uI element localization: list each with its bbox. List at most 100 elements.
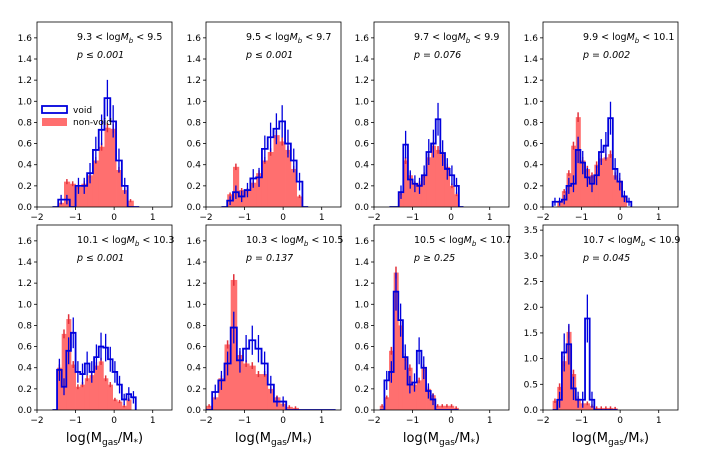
nonvoid-bar — [403, 160, 409, 207]
y-tick-label: 1.2 — [524, 76, 538, 86]
nonvoid-bar — [552, 400, 558, 410]
nonvoid-bar — [110, 128, 117, 207]
nonvoid-bar — [127, 200, 134, 207]
y-tick-label: 0.4 — [524, 161, 539, 171]
nonvoid-bar — [431, 145, 437, 207]
y-tick-label: 1.4 — [355, 258, 370, 268]
mass-symbol: < — [470, 32, 484, 43]
x-axis-label: log(Mgas/M*) — [572, 431, 649, 448]
mass-upper: 10.5 — [322, 235, 343, 246]
mass-upper: 10.1 — [653, 32, 674, 43]
nonvoid-bar — [117, 401, 123, 410]
nonvoid-bar — [112, 399, 118, 410]
x-tick-label: −2 — [367, 213, 380, 223]
nonvoid-bar — [398, 325, 404, 410]
nonvoid-bar — [290, 168, 298, 207]
mass-upper: 9.5 — [147, 32, 162, 43]
y-tick-label: 3.5 — [524, 226, 538, 236]
panel-3: 0.0 0.2 0.4 0.6 0.8 1.0 1.2 1.4 1.6 −2 −1 0 1 9.7 < l… — [355, 21, 510, 223]
nonvoid-bar — [64, 181, 71, 207]
panel-4: 0.0 0.2 0.4 0.6 0.8 1.0 1.2 1.4 1.6 −2 −1 0 1 9.9 < l… — [524, 21, 679, 223]
x-tick-label: −2 — [199, 213, 212, 223]
mass-var: M — [127, 235, 135, 246]
xlabel-tail: /M — [287, 431, 303, 446]
nonvoid-bar — [98, 361, 104, 410]
nonvoid-bar — [393, 272, 399, 410]
nonvoid-bar — [589, 405, 595, 410]
y-tick-label: 0.0 — [187, 203, 202, 213]
mass-symbol: < — [139, 235, 153, 246]
nonvoid-bar — [273, 135, 280, 207]
panel-5: 0.0 0.2 0.4 0.6 0.8 1.0 1.2 1.4 1.6 −2 −1 0 1 10.1 < … — [18, 224, 174, 448]
mass-symbol: < — [639, 32, 653, 43]
y-tick-label: 0.2 — [355, 182, 369, 192]
y-tick-label: 0.2 — [187, 182, 201, 192]
x-tick-label: −1 — [575, 213, 588, 223]
nonvoid-bar — [89, 375, 95, 410]
y-tick-label: 0.4 — [18, 161, 33, 171]
void-step — [552, 317, 618, 410]
x-tick-label: 1 — [487, 213, 493, 223]
x-tick-label: 0 — [448, 416, 454, 426]
nonvoid-bar — [206, 405, 213, 410]
axes-frame — [205, 224, 342, 411]
mass-lower: 10.3 — [246, 235, 267, 246]
nonvoid-bar — [426, 157, 432, 207]
xlabel-sub: gas — [439, 438, 455, 448]
y-tick-label: 1.4 — [524, 55, 539, 65]
panel-8: 0.0 0.5 1.0 1.5 2.0 2.5 3.0 3.5 −2 −1 0 1 10.7 < log… — [524, 224, 680, 448]
y-tick-label: 0.6 — [355, 343, 370, 353]
mass-symbol: < — [476, 235, 490, 246]
x-tick-label: 0 — [111, 213, 117, 223]
x-tick-label: −2 — [199, 416, 212, 426]
mass-sub: b — [304, 240, 309, 248]
plot-area — [221, 105, 309, 207]
nonvoid-bar — [421, 367, 427, 410]
y-tick-label: 3.0 — [524, 252, 539, 262]
mass-range-label: 10.3 < logMb < 10.5 — [246, 235, 343, 248]
nonvoid-bar — [285, 149, 292, 207]
x-tick-label: −1 — [238, 213, 251, 223]
nonvoid-bar — [379, 405, 385, 410]
nonvoid-bar — [75, 386, 81, 410]
mass-symbol: < log — [92, 32, 120, 43]
nonvoid-bar — [603, 157, 609, 207]
y-tick-label: 0.4 — [187, 161, 202, 171]
mass-symbol: < log — [267, 235, 295, 246]
legend: void non-void — [41, 105, 112, 128]
legend-nonvoid-swatch — [42, 118, 67, 126]
nonvoid-bar — [585, 403, 591, 410]
x-tick-label: −2 — [30, 213, 43, 223]
nonvoid-bar — [267, 152, 274, 207]
mass-var: M — [633, 235, 641, 246]
y-tick-label: 0.6 — [18, 343, 33, 353]
axes-frame — [373, 224, 510, 411]
pvalue-label: p = 0.137 — [245, 253, 293, 264]
y-tick-label: 1.6 — [355, 237, 370, 247]
xlabel-sub: gas — [102, 438, 118, 448]
nonvoid-bar — [454, 194, 460, 207]
plot-area — [206, 274, 336, 410]
y-tick-label: 0.8 — [187, 321, 202, 331]
mass-lower: 10.7 — [583, 235, 604, 246]
mass-symbol: < — [645, 235, 659, 246]
x-tick-label: −1 — [406, 416, 419, 426]
y-tick-label: 1.4 — [355, 55, 370, 65]
y-tick-label: 0.0 — [187, 406, 202, 416]
y-tick-label: 0.6 — [355, 140, 370, 150]
y-tick-label: 1.6 — [524, 34, 539, 44]
xlabel-star: * — [640, 438, 645, 448]
mass-upper: 9.7 — [316, 32, 331, 43]
y-tick-label: 0.4 — [187, 364, 202, 374]
mass-range-label: 9.3 < logMb < 9.5 — [77, 32, 162, 45]
x-tick-label: −1 — [69, 213, 82, 223]
mass-range-label: 9.9 < logMb < 10.1 — [583, 32, 674, 45]
y-tick-label: 0.0 — [18, 406, 33, 416]
y-tick-label: 1.4 — [18, 55, 33, 65]
nonvoid-bar — [417, 183, 423, 207]
x-tick-label: −1 — [238, 416, 251, 426]
nonvoid-bar — [104, 127, 111, 207]
nonvoid-bar — [75, 186, 82, 207]
xlabel-text: log(M — [403, 431, 439, 446]
y-tick-label: 0.8 — [18, 118, 33, 128]
